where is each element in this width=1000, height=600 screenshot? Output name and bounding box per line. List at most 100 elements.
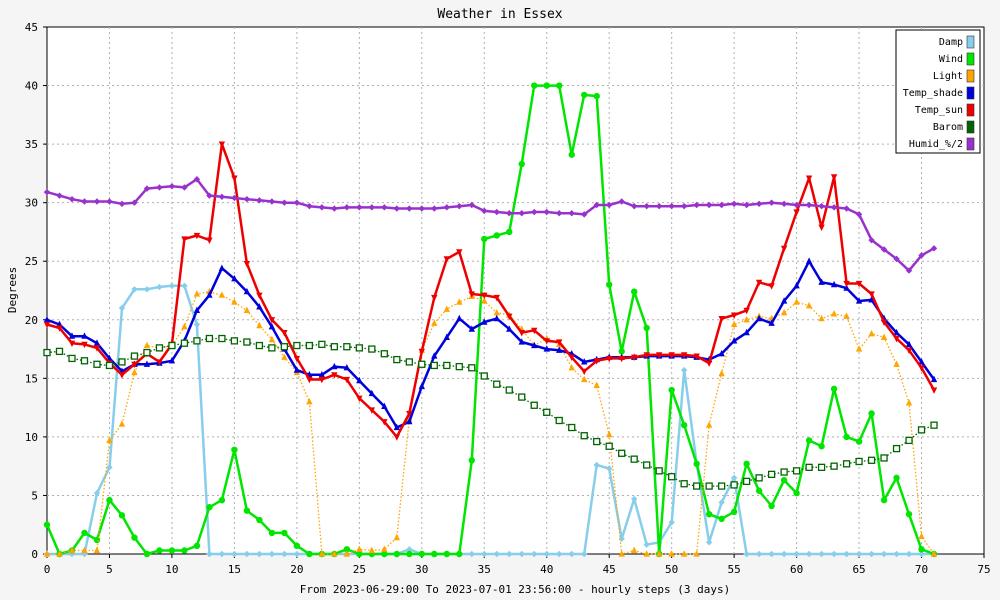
data-point [468,201,475,209]
data-point [43,521,51,528]
data-point [431,352,438,359]
data-point [743,460,750,468]
data-point [593,437,601,446]
data-point [431,319,438,326]
plot-area [46,26,985,555]
data-point [892,444,901,453]
legend-label: Temp_shade [903,88,963,99]
data-point [493,308,500,316]
data-point [168,183,176,190]
data-point [855,345,863,352]
data-point [281,550,288,558]
x-tick-label: 20 [290,563,303,576]
data-point [268,317,276,324]
data-point [743,315,750,323]
data-point [293,341,301,350]
data-point [193,321,201,328]
data-point [243,507,251,514]
data-point [118,512,126,519]
data-point [793,298,800,305]
data-point [593,461,600,469]
data-point [543,82,550,89]
data-point [593,381,600,388]
data-point [218,550,226,558]
data-point [281,529,288,537]
data-point [81,341,88,349]
data-point [880,319,888,326]
data-point [655,202,663,210]
data-point [780,200,788,208]
data-point [293,542,301,550]
y-tick-label: 20 [25,314,38,327]
data-point [168,356,176,364]
series-3 [43,257,938,431]
data-point [755,200,763,208]
data-point [93,489,101,497]
data-point [556,339,563,346]
data-point [143,348,151,357]
data-point [393,434,401,441]
data-point [705,421,713,428]
data-point [555,416,563,425]
data-point [443,204,450,211]
data-point [468,550,475,558]
data-point [755,279,763,287]
data-point [768,502,775,510]
x-tick-label: 50 [665,563,678,576]
data-point [118,372,126,379]
data-point [343,204,351,211]
data-point [880,246,888,253]
data-point [43,348,51,357]
data-point [181,547,188,554]
data-point [668,519,675,526]
data-point [43,315,51,323]
data-point [818,278,825,285]
data-point [668,386,675,394]
data-point [606,465,613,472]
data-point [206,291,213,298]
data-point [93,345,101,352]
data-point [730,508,738,516]
data-point [456,298,463,305]
data-point [568,151,575,158]
data-point [231,175,238,182]
data-point [893,550,900,558]
data-point [730,337,738,344]
data-point [481,318,488,325]
data-point [743,307,750,315]
data-point [680,366,688,374]
data-point [493,208,500,216]
data-point [481,235,488,243]
data-point [606,430,613,438]
data-point [206,192,213,199]
data-point [930,550,938,557]
data-point [318,371,326,378]
legend-swatch [966,35,975,49]
data-point [106,496,113,504]
data-point [418,205,425,212]
data-point [755,550,763,558]
data-point [468,364,476,372]
data-point [368,546,376,554]
data-point [481,207,488,215]
data-point [668,473,676,481]
data-point [618,449,626,457]
data-point [168,341,176,350]
data-point [218,291,226,298]
data-point [743,328,750,336]
y-tick-label: 45 [25,21,38,34]
data-point [468,325,475,332]
data-point [855,280,863,288]
data-point [855,457,863,466]
data-point [268,198,276,205]
data-point [768,283,775,290]
data-point [418,348,425,356]
data-point [630,202,638,210]
data-point [205,334,214,343]
data-point [231,550,238,558]
data-point [368,345,376,353]
data-point [543,408,551,416]
data-point [643,202,650,210]
x-tick-label: 30 [415,563,428,576]
x-tick-label: 75 [977,563,990,576]
